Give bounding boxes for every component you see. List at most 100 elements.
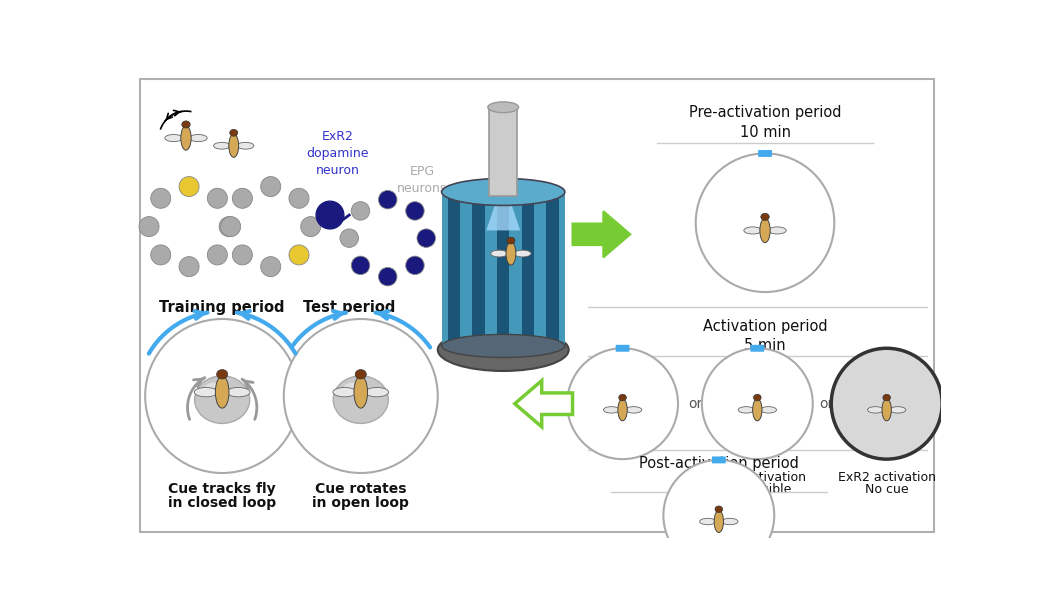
Text: EPG
neurons: EPG neurons (397, 165, 447, 195)
Ellipse shape (441, 335, 565, 358)
Ellipse shape (230, 129, 238, 136)
FancyBboxPatch shape (712, 456, 726, 463)
Circle shape (567, 348, 678, 459)
Text: Activation period: Activation period (703, 319, 827, 334)
Ellipse shape (768, 227, 786, 234)
Ellipse shape (354, 376, 368, 408)
Text: or: or (689, 397, 703, 411)
Ellipse shape (868, 407, 883, 413)
Text: 10 min: 10 min (740, 125, 790, 140)
FancyBboxPatch shape (615, 345, 630, 352)
Text: in open loop: in open loop (312, 496, 409, 510)
Ellipse shape (333, 376, 389, 423)
Ellipse shape (618, 399, 628, 421)
Circle shape (219, 217, 239, 237)
Ellipse shape (441, 178, 565, 206)
Ellipse shape (217, 370, 227, 379)
FancyBboxPatch shape (139, 79, 935, 532)
Ellipse shape (715, 506, 723, 512)
Text: 10 min: 10 min (694, 474, 744, 489)
Circle shape (233, 245, 253, 265)
Ellipse shape (882, 399, 892, 421)
Circle shape (233, 188, 253, 208)
Ellipse shape (744, 227, 762, 234)
Circle shape (406, 256, 424, 275)
Circle shape (261, 177, 281, 197)
Ellipse shape (487, 102, 519, 113)
Text: Cue rotates: Cue rotates (315, 482, 407, 496)
Ellipse shape (618, 394, 627, 401)
Ellipse shape (754, 394, 761, 401)
FancyBboxPatch shape (750, 345, 764, 352)
Circle shape (139, 217, 159, 237)
Circle shape (663, 460, 774, 571)
Text: Test period: Test period (303, 299, 395, 315)
Text: 5 min: 5 min (744, 338, 786, 353)
Ellipse shape (355, 370, 367, 379)
Circle shape (378, 267, 397, 286)
Ellipse shape (181, 126, 191, 150)
Circle shape (289, 188, 309, 208)
Circle shape (284, 319, 438, 473)
Ellipse shape (761, 214, 769, 220)
Circle shape (378, 191, 397, 209)
Ellipse shape (760, 218, 770, 243)
Ellipse shape (237, 142, 254, 149)
Circle shape (179, 257, 199, 276)
Bar (522, 192, 534, 346)
Text: No cue: No cue (865, 483, 909, 496)
Circle shape (208, 188, 227, 208)
Text: or: or (820, 397, 834, 411)
Bar (441, 192, 565, 346)
Circle shape (301, 217, 321, 237)
Ellipse shape (738, 407, 755, 413)
Circle shape (696, 154, 834, 292)
Ellipse shape (214, 142, 231, 149)
Ellipse shape (438, 329, 569, 371)
Ellipse shape (506, 242, 516, 265)
Circle shape (261, 257, 281, 276)
Circle shape (179, 177, 199, 197)
Ellipse shape (515, 250, 531, 257)
Ellipse shape (882, 394, 891, 401)
Bar (497, 192, 509, 346)
Circle shape (340, 229, 358, 247)
Ellipse shape (226, 387, 250, 397)
Circle shape (316, 201, 344, 229)
Text: Training period: Training period (159, 299, 285, 315)
Circle shape (151, 188, 171, 208)
Ellipse shape (165, 134, 182, 142)
Ellipse shape (181, 121, 190, 128)
Bar (473, 192, 485, 346)
Circle shape (406, 201, 424, 220)
Text: Post-activation period: Post-activation period (639, 456, 799, 471)
Ellipse shape (722, 518, 738, 525)
Bar (489, 107, 517, 196)
Ellipse shape (490, 250, 507, 257)
Ellipse shape (714, 511, 723, 532)
Ellipse shape (752, 399, 762, 421)
Text: Cue visible: Cue visible (723, 483, 791, 496)
Circle shape (151, 245, 171, 265)
Ellipse shape (194, 387, 218, 397)
Circle shape (289, 245, 309, 265)
Ellipse shape (190, 134, 208, 142)
Polygon shape (486, 194, 520, 231)
Ellipse shape (366, 387, 389, 397)
Circle shape (351, 256, 370, 275)
Ellipse shape (890, 407, 905, 413)
Ellipse shape (700, 518, 716, 525)
Bar (546, 192, 559, 346)
Text: ExR2 activation: ExR2 activation (837, 471, 936, 485)
Ellipse shape (507, 237, 515, 244)
Circle shape (221, 217, 241, 237)
Ellipse shape (204, 382, 222, 397)
Circle shape (351, 201, 370, 220)
FancyArrow shape (515, 381, 572, 427)
Ellipse shape (761, 407, 777, 413)
FancyArrow shape (572, 211, 630, 257)
Ellipse shape (195, 376, 249, 423)
Text: Cue tracks fly: Cue tracks fly (169, 482, 276, 496)
Ellipse shape (215, 376, 228, 408)
Ellipse shape (604, 407, 619, 413)
